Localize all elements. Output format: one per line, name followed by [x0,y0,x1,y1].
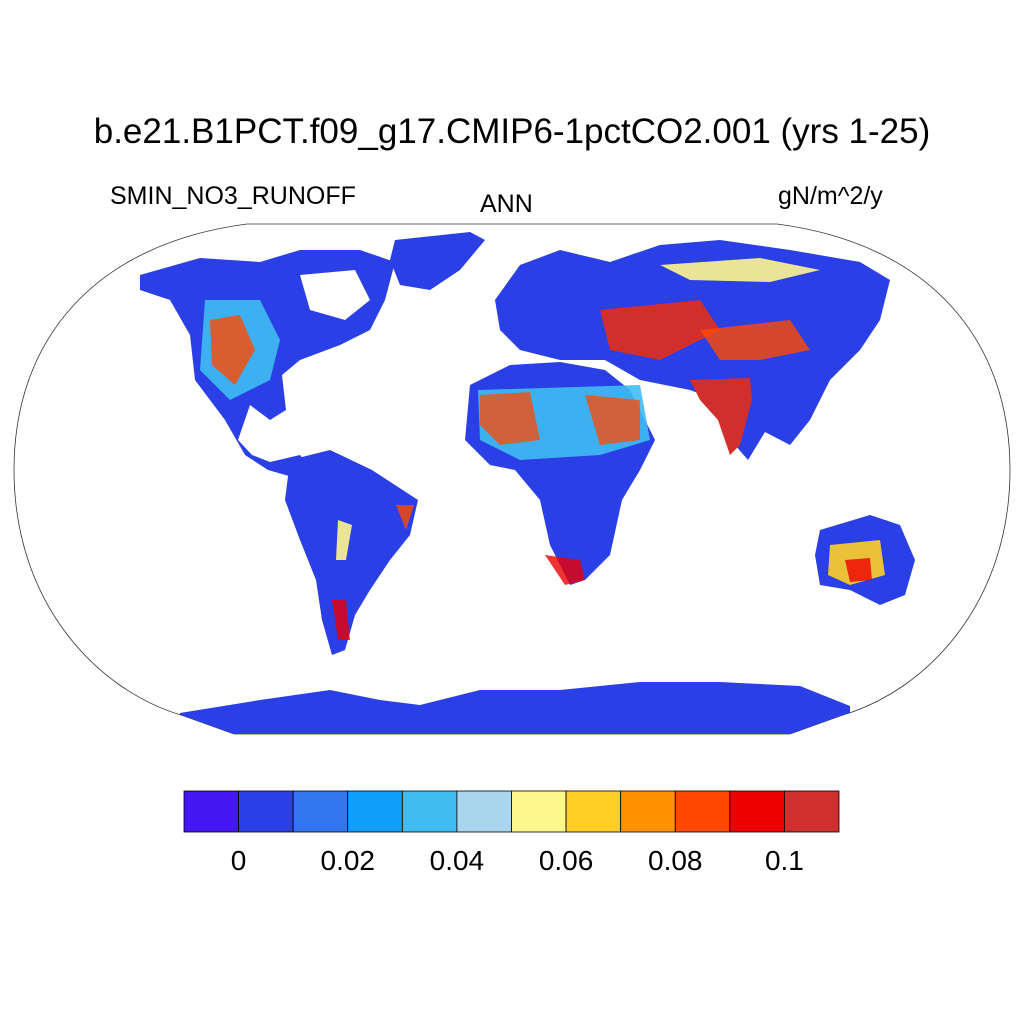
variable-label: SMIN_NO3_RUNOFF [110,182,356,210]
antarctica [180,682,850,734]
greenland [390,232,485,290]
colorbar-swatch [238,790,294,833]
colorbar-swatch [347,790,403,833]
colorbar-tick-label: 0.04 [430,845,485,876]
south-america [285,450,418,655]
colorbar-tick-label: 0.1 [765,845,804,876]
colorbar-swatch [511,790,567,833]
colorbar-swatch [292,790,349,833]
units-label: gN/m^2/y [778,182,883,210]
field-overlay [200,258,885,640]
colorbar-swatch [565,790,622,833]
colorbar-swatch [456,790,512,833]
colorbar-swatch [620,790,676,833]
colorbar-tick-label: 0.06 [539,845,594,876]
eurasia [495,240,890,460]
colorbar-swatch [784,790,840,833]
season-label: ANN [480,190,533,218]
plot-title: b.e21.B1PCT.f09_g17.CMIP6-1pctCO2.001 (y… [93,112,931,151]
colorbar-swatch [729,790,785,833]
colorbar-swatch [674,790,731,833]
colorbar-tick-label: 0 [231,845,247,876]
colorbar-swatch [183,790,239,833]
colorbar-swatch [401,790,458,833]
colorbar-tick-label: 0.02 [321,845,376,876]
colorbar-tick-label: 0.08 [648,845,703,876]
